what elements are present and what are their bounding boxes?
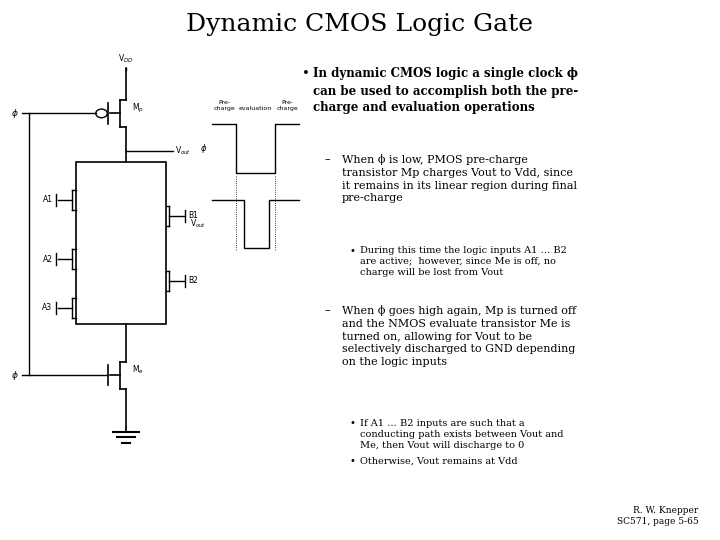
Text: ϕ: ϕ [201, 144, 207, 153]
Text: V$_{DD}$: V$_{DD}$ [118, 52, 134, 65]
Text: V$_{out}$: V$_{out}$ [190, 218, 207, 231]
Text: When ϕ goes high again, Mp is turned off
and the NMOS evaluate transistor Me is
: When ϕ goes high again, Mp is turned off… [342, 305, 576, 367]
Text: •: • [302, 68, 310, 80]
Text: evaluation: evaluation [239, 106, 272, 111]
Text: Pre-
charge: Pre- charge [213, 100, 235, 111]
Text: •: • [349, 418, 355, 429]
Text: A3: A3 [42, 303, 53, 312]
Text: When ϕ is low, PMOS pre-charge
transistor Mp charges Vout to Vdd, since
it remai: When ϕ is low, PMOS pre-charge transisto… [342, 154, 577, 203]
Text: Otherwise, Vout remains at Vdd: Otherwise, Vout remains at Vdd [360, 456, 518, 465]
Text: •: • [349, 456, 355, 467]
Text: During this time the logic inputs A1 … B2
are active;  however, since Me is off,: During this time the logic inputs A1 … B… [360, 246, 567, 277]
Text: B2: B2 [189, 276, 199, 285]
Text: –: – [324, 305, 330, 315]
Text: R. W. Knepper
SC571, page 5-65: R. W. Knepper SC571, page 5-65 [616, 505, 698, 526]
Text: A2: A2 [42, 255, 53, 264]
Text: Dynamic CMOS Logic Gate: Dynamic CMOS Logic Gate [186, 14, 534, 37]
Text: In dynamic CMOS logic a single clock ϕ
can be used to accomplish both the pre-
c: In dynamic CMOS logic a single clock ϕ c… [313, 68, 578, 114]
Text: ϕ: ϕ [12, 109, 18, 118]
Text: •: • [349, 246, 355, 256]
Bar [76, 162, 166, 324]
Text: –: – [324, 154, 330, 164]
Text: Pre-
charge: Pre- charge [276, 100, 298, 111]
Text: M$_p$: M$_p$ [132, 102, 143, 114]
Text: V$_{out}$: V$_{out}$ [175, 145, 192, 158]
Text: M$_e$: M$_e$ [132, 363, 143, 376]
Text: ϕ: ϕ [12, 371, 18, 380]
Text: B1: B1 [189, 212, 199, 220]
Text: If A1 … B2 inputs are such that a
conducting path exists between Vout and
Me, th: If A1 … B2 inputs are such that a conduc… [360, 418, 564, 450]
Text: A1: A1 [42, 195, 53, 204]
